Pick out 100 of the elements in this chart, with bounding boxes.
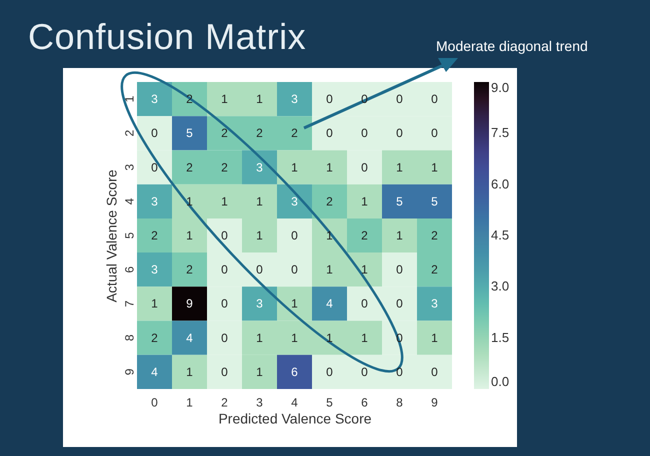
data-label: 1 bbox=[256, 92, 264, 106]
data-label: 3 bbox=[291, 194, 298, 208]
text: Moderate diagonal trend bbox=[436, 38, 588, 54]
data-label: 1 bbox=[186, 228, 194, 242]
data-label: 3 bbox=[151, 262, 158, 277]
x-tick-label: 3 bbox=[256, 396, 264, 410]
x-tick-label: 9 bbox=[431, 396, 438, 410]
data-label: 2 bbox=[326, 194, 334, 208]
x-tick-label: 1 bbox=[186, 396, 194, 410]
y-tick-label: 1 bbox=[122, 95, 136, 102]
data-label: 2 bbox=[151, 330, 158, 345]
data-label: 0 bbox=[396, 92, 404, 106]
x-tick-label: 2 bbox=[221, 396, 228, 410]
data-label: 0 bbox=[396, 262, 404, 277]
data-label: 0 bbox=[151, 126, 158, 140]
data-label: 1 bbox=[361, 262, 368, 277]
data-label: 2 bbox=[221, 160, 228, 174]
data-label: 3 bbox=[151, 92, 158, 106]
data-label: 9 bbox=[186, 296, 194, 311]
data-label: 0 bbox=[326, 92, 334, 106]
data-label: 1 bbox=[396, 160, 404, 174]
y-tick-label: 6 bbox=[122, 266, 136, 273]
data-label: 0 bbox=[361, 126, 368, 140]
data-label: 0 bbox=[291, 228, 298, 242]
y-tick-label: 2 bbox=[122, 130, 136, 137]
data-label: 2 bbox=[186, 160, 194, 174]
data-label: 4 bbox=[326, 296, 334, 311]
data-label: 1 bbox=[431, 160, 438, 174]
color-bar-label: 0.0 bbox=[491, 374, 510, 389]
data-label: 2 bbox=[221, 126, 228, 140]
data-label: 1 bbox=[256, 364, 264, 379]
chart-title: Confusion Matrix bbox=[28, 16, 306, 58]
data-label: 1 bbox=[361, 194, 368, 208]
data-label: 0 bbox=[396, 296, 404, 311]
y-tick-label: 7 bbox=[122, 300, 136, 308]
data-label: 1 bbox=[361, 330, 368, 345]
data-label: 1 bbox=[221, 92, 228, 106]
data-label: 3 bbox=[151, 194, 158, 208]
data-label: 0 bbox=[396, 364, 404, 379]
data-label: 2 bbox=[291, 126, 298, 140]
data-label: 0 bbox=[151, 160, 158, 174]
color-bar-label: 4.5 bbox=[491, 228, 510, 242]
data-label: 1 bbox=[396, 228, 404, 242]
y-tick-label: 5 bbox=[122, 232, 136, 239]
data-label: 3 bbox=[431, 296, 438, 311]
data-label: 0 bbox=[221, 262, 228, 277]
data-label: 1 bbox=[326, 160, 334, 174]
data-label: 0 bbox=[221, 330, 228, 345]
color-bar-label: 7.5 bbox=[491, 125, 510, 140]
data-label: 1 bbox=[256, 194, 264, 208]
y-tick-label: 8 bbox=[122, 334, 136, 342]
data-label: 0 bbox=[361, 296, 368, 311]
color-bar-label: 1.5 bbox=[491, 330, 510, 345]
x-tick-label: 4 bbox=[291, 396, 298, 410]
x-tick-label: 5 bbox=[326, 396, 334, 410]
data-label: 0 bbox=[431, 126, 438, 140]
data-label: 3 bbox=[256, 296, 264, 311]
data-label: 1 bbox=[186, 364, 194, 379]
data-label: 0 bbox=[221, 228, 228, 242]
x-tick-label: 6 bbox=[361, 396, 368, 410]
y-tick-label: 3 bbox=[122, 164, 136, 171]
data-label: 2 bbox=[151, 228, 158, 242]
y-tick-label: 4 bbox=[122, 198, 136, 205]
data-label: 2 bbox=[361, 228, 368, 242]
data-label: 5 bbox=[431, 194, 438, 208]
data-label: 0 bbox=[221, 364, 228, 379]
data-label: 4 bbox=[186, 330, 194, 345]
data-label: 2 bbox=[186, 262, 194, 277]
data-label: 0 bbox=[326, 126, 334, 140]
data-label: 0 bbox=[431, 92, 438, 106]
x-axis-title: Predicted Valence Score bbox=[218, 410, 372, 426]
data-label: 0 bbox=[221, 296, 228, 311]
y-tick-label: 9 bbox=[122, 368, 136, 376]
data-label: 3 bbox=[256, 160, 264, 174]
data-label: 1 bbox=[326, 330, 334, 345]
data-label: 1 bbox=[151, 296, 158, 311]
data-label: 1 bbox=[291, 296, 298, 311]
data-label: 1 bbox=[221, 194, 228, 208]
data-label: 5 bbox=[396, 194, 404, 208]
data-label: 2 bbox=[186, 92, 194, 106]
data-label: 0 bbox=[361, 364, 368, 379]
data-label: 0 bbox=[361, 160, 368, 174]
data-label: 0 bbox=[396, 126, 404, 140]
data-label: 2 bbox=[431, 262, 438, 277]
data-label: 0 bbox=[361, 92, 368, 106]
data-label: 1 bbox=[256, 330, 264, 345]
data-label: 1 bbox=[291, 330, 298, 345]
data-label: 6 bbox=[291, 364, 298, 379]
y-axis-title: Actual Valence Score bbox=[104, 169, 120, 302]
data-label: 4 bbox=[151, 364, 158, 379]
data-label: 0 bbox=[326, 364, 334, 379]
color-bar-label: 9.0 bbox=[491, 80, 510, 95]
data-label: 0 bbox=[291, 262, 298, 277]
data-label: 1 bbox=[256, 228, 264, 242]
data-label: 3 bbox=[291, 92, 298, 106]
color-bar-label: 3.0 bbox=[491, 278, 510, 294]
color-bar-label: 6.0 bbox=[491, 176, 510, 192]
data-label: 0 bbox=[256, 262, 264, 277]
x-tick-label: 8 bbox=[396, 396, 404, 410]
data-label: 5 bbox=[186, 126, 194, 140]
